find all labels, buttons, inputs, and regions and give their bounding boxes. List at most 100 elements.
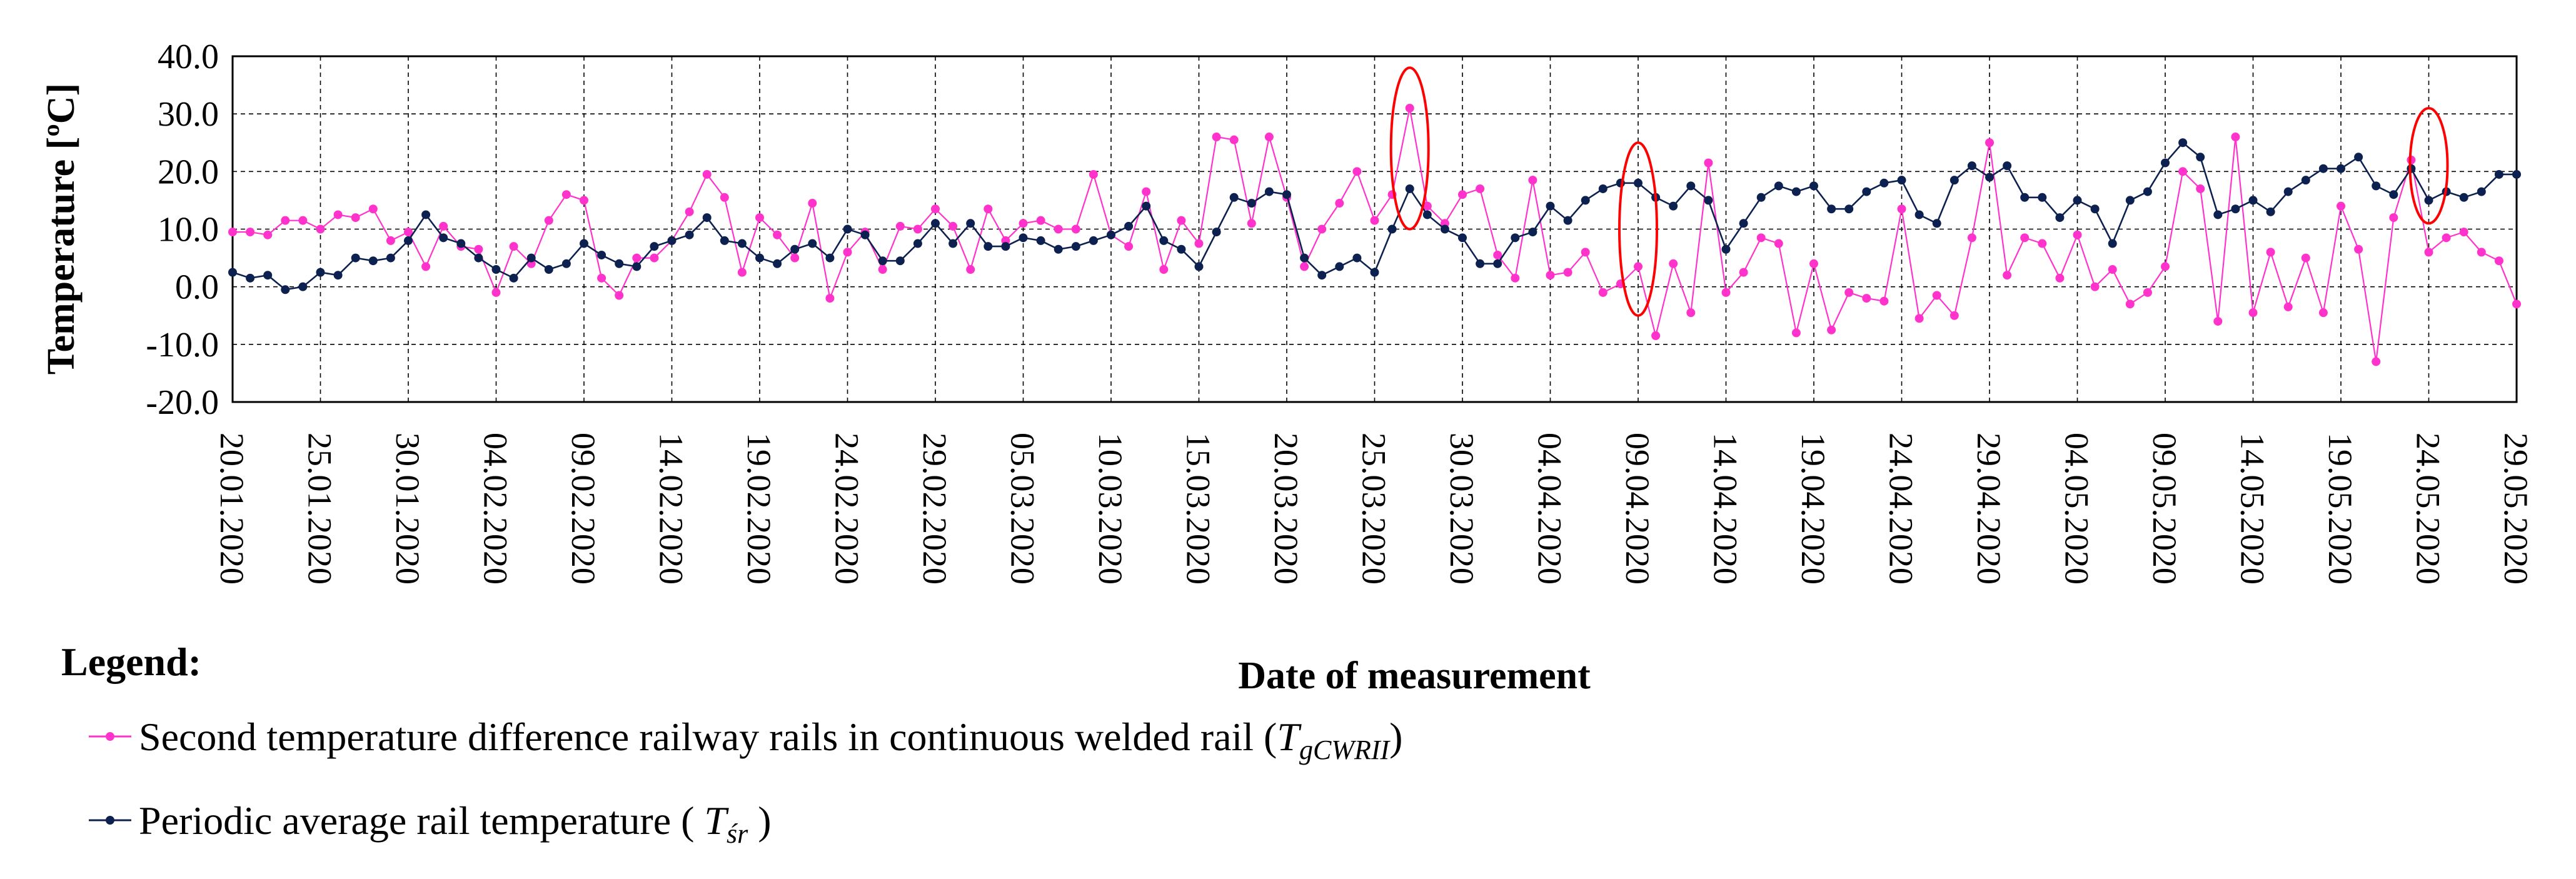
data-point [1511, 233, 1520, 243]
data-point [2213, 316, 2223, 326]
data-point [1756, 233, 1766, 243]
x-tick-label: 19.04.2020 [1794, 433, 1832, 585]
data-point [2231, 204, 2240, 214]
data-point [474, 253, 483, 263]
data-point [1036, 236, 1045, 245]
data-point [1739, 219, 1748, 228]
data-point [1440, 224, 1449, 234]
x-tick-label: 30.03.2020 [1443, 433, 1481, 585]
data-point [2354, 153, 2363, 162]
data-point [2073, 196, 2082, 205]
data-point [1950, 176, 1959, 185]
data-point [597, 250, 606, 259]
data-point [1528, 176, 1537, 185]
data-point [1511, 273, 1520, 283]
data-point [1546, 271, 1555, 280]
data-point [1598, 288, 1607, 297]
data-point [843, 248, 852, 257]
data-point [615, 291, 624, 300]
data-point [1932, 219, 1941, 228]
data-point [2389, 213, 2398, 223]
x-tick-label: 09.04.2020 [1619, 433, 1656, 585]
data-point [491, 265, 501, 274]
x-tick-label: 29.02.2020 [916, 433, 953, 585]
data-point [1791, 328, 1801, 338]
data-point [368, 204, 378, 214]
data-point [2372, 357, 2381, 366]
data-point [1704, 158, 1713, 168]
data-point [1634, 262, 1643, 271]
data-point [1352, 167, 1362, 176]
data-point [2196, 184, 2205, 193]
data-point [825, 294, 835, 303]
data-point [1985, 138, 1994, 148]
data-point [1721, 288, 1731, 297]
x-tick-label: 20.03.2020 [1267, 433, 1305, 585]
data-point [2477, 187, 2486, 196]
data-point [1809, 181, 1818, 191]
data-point [1212, 133, 1221, 142]
data-point [368, 256, 378, 266]
data-point [2161, 262, 2170, 271]
data-point [913, 239, 922, 248]
data-point [2266, 248, 2275, 257]
data-point [650, 253, 659, 263]
data-point [1476, 184, 1485, 193]
data-point [1827, 325, 1836, 334]
x-tick-label: 19.05.2020 [2322, 433, 2359, 585]
data-point [1756, 193, 1766, 202]
data-point [1300, 253, 1309, 263]
data-point [1774, 239, 1783, 248]
data-point [421, 262, 431, 271]
x-tick-label: 29.04.2020 [1970, 433, 2008, 585]
data-point [1774, 181, 1783, 191]
x-tick-label: 20.01.2020 [213, 433, 251, 585]
data-point [1247, 219, 1256, 228]
data-point [2038, 193, 2047, 202]
data-point [1932, 291, 1941, 300]
data-point [281, 285, 290, 294]
data-point [263, 271, 273, 280]
data-point [2196, 153, 2205, 162]
data-point [1124, 242, 1134, 251]
x-tick-label: 24.02.2020 [828, 433, 866, 585]
data-point [1458, 190, 1467, 199]
data-point [667, 236, 677, 245]
data-point [1914, 210, 1924, 219]
x-tick-label: 09.02.2020 [565, 433, 602, 585]
data-point [1598, 184, 1607, 193]
data-point [843, 224, 852, 234]
data-point [984, 204, 993, 214]
data-point [878, 256, 887, 266]
data-point [755, 253, 764, 263]
x-tick-label: 05.03.2020 [1004, 433, 1042, 585]
data-point [895, 221, 905, 231]
x-tick-label: 24.04.2020 [1883, 433, 1920, 585]
x-tick-label: 15.03.2020 [1180, 433, 1217, 585]
data-point [1282, 190, 1291, 199]
data-point [2301, 253, 2310, 263]
data-point [1967, 233, 1976, 243]
data-point [1387, 224, 1397, 234]
data-point [1458, 233, 1467, 243]
data-point [948, 239, 958, 248]
data-point [2354, 244, 2363, 254]
data-point [2424, 248, 2433, 257]
data-point [1844, 204, 1854, 214]
data-point [720, 236, 729, 245]
data-point [2055, 213, 2065, 223]
y-tick-label: -10.0 [146, 326, 219, 364]
data-point [1686, 181, 1696, 191]
data-point [632, 253, 641, 263]
x-tick-label: 24.05.2020 [2410, 433, 2447, 585]
data-point [1142, 201, 1151, 211]
data-point [580, 196, 588, 205]
data-point [2108, 239, 2117, 248]
data-point [228, 268, 237, 277]
data-point [1194, 239, 1204, 248]
data-point [2424, 196, 2433, 205]
data-point [2125, 299, 2135, 309]
data-point [526, 253, 536, 263]
data-point [1563, 268, 1572, 277]
data-point [790, 253, 800, 263]
